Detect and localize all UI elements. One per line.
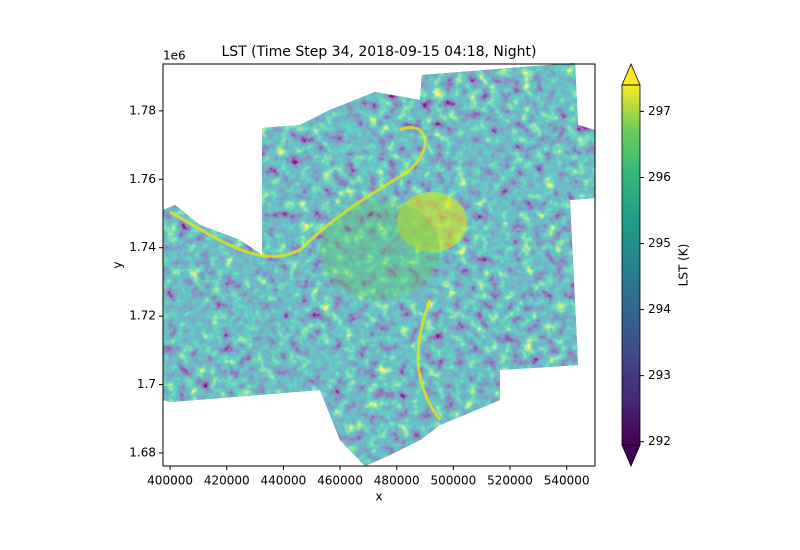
x-tick-label: 520000: [487, 474, 533, 488]
plot-frame: [162, 63, 596, 467]
x-tick-label: 460000: [317, 474, 363, 488]
colorbar-tick-label: 293: [648, 368, 671, 382]
colorbar-extend-max: [621, 62, 641, 86]
chart-title: LST (Time Step 34, 2018-09-15 04:18, Nig…: [221, 44, 536, 60]
x-tick-label: 440000: [260, 474, 306, 488]
x-tick-label: 500000: [430, 474, 476, 488]
raster: [163, 63, 595, 466]
colorbar-tick-label: 296: [648, 170, 671, 184]
colorbar-frame: [621, 84, 641, 446]
colorbar-tick-label: 297: [648, 104, 671, 118]
y-offset-label: 1e6: [163, 49, 186, 63]
colorbar-label: LST (K): [677, 244, 691, 287]
colorbar-extend-min: [621, 444, 641, 468]
x-tick-label: 480000: [374, 474, 420, 488]
y-tick-label: 1.78: [129, 103, 156, 117]
y-tick-label: 1.72: [129, 309, 156, 323]
y-axis-label: y: [111, 261, 125, 268]
y-tick-label: 1.7: [137, 377, 156, 391]
colorbar-tick-label: 292: [648, 434, 671, 448]
colorbar-gradient: [622, 85, 640, 445]
colorbar-tick-label: 294: [648, 302, 671, 316]
colorbar-tick-label: 295: [648, 236, 671, 250]
y-tick-label: 1.68: [129, 445, 156, 459]
y-tick-label: 1.76: [129, 172, 156, 186]
x-tick-label: 400000: [147, 474, 193, 488]
colorbar: [621, 62, 641, 468]
x-axis-label: x: [375, 490, 382, 504]
x-tick-label: 540000: [544, 474, 590, 488]
y-tick-label: 1.74: [129, 240, 156, 254]
x-tick-label: 420000: [204, 474, 250, 488]
